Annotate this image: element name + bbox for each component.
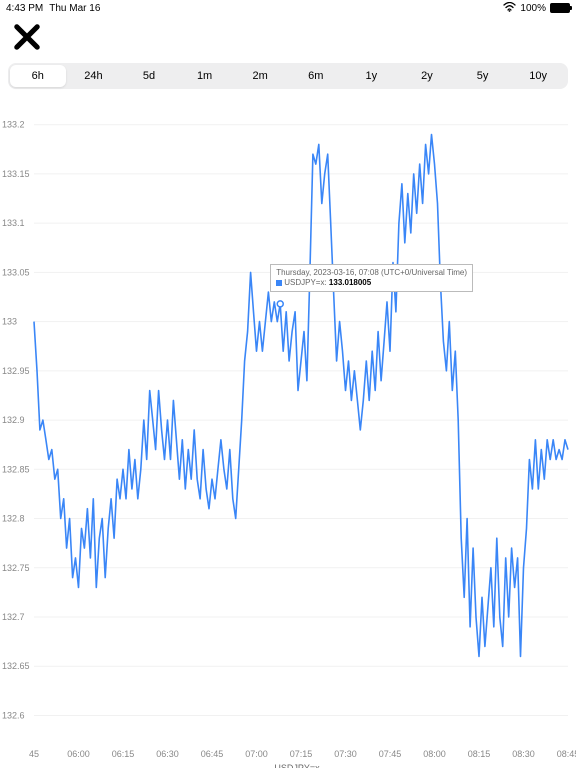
- svg-text:133.05: 133.05: [2, 267, 30, 277]
- close-icon[interactable]: [10, 41, 44, 58]
- svg-text:07:30: 07:30: [334, 749, 357, 759]
- svg-text:06:45: 06:45: [201, 749, 224, 759]
- battery-percent: 100%: [520, 3, 546, 14]
- status-time: 4:43 PM: [6, 3, 43, 14]
- timeframe-tab-24h[interactable]: 24h: [66, 65, 122, 87]
- svg-text:07:15: 07:15: [290, 749, 313, 759]
- svg-text:133.2: 133.2: [2, 120, 25, 130]
- status-bar: 4:43 PM Thu Mar 16 100%: [0, 0, 576, 16]
- svg-text:132.9: 132.9: [2, 415, 25, 425]
- svg-text:07:00: 07:00: [245, 749, 268, 759]
- timeframe-tab-1m[interactable]: 1m: [177, 65, 233, 87]
- svg-text:45: 45: [29, 749, 39, 759]
- svg-text:06:30: 06:30: [156, 749, 179, 759]
- battery-icon: [550, 3, 570, 13]
- svg-text:08:00: 08:00: [423, 749, 446, 759]
- svg-text:06:00: 06:00: [67, 749, 90, 759]
- svg-text:132.8: 132.8: [2, 514, 25, 524]
- svg-text:08:30: 08:30: [512, 749, 535, 759]
- svg-text:133: 133: [2, 317, 17, 327]
- timeframe-tab-2y[interactable]: 2y: [399, 65, 455, 87]
- svg-text:132.95: 132.95: [2, 366, 30, 376]
- wifi-icon: [503, 2, 516, 15]
- timeframe-tabs: 6h24h5d1m2m6m1y2y5y10y: [8, 63, 568, 89]
- svg-text:132.6: 132.6: [2, 710, 25, 720]
- timeframe-tab-6m[interactable]: 6m: [288, 65, 344, 87]
- timeframe-tab-2m[interactable]: 2m: [232, 65, 288, 87]
- svg-text:06:15: 06:15: [112, 749, 135, 759]
- svg-text:133.15: 133.15: [2, 169, 30, 179]
- svg-text:132.85: 132.85: [2, 464, 30, 474]
- svg-text:08:45: 08:45: [557, 749, 576, 759]
- svg-text:133.1: 133.1: [2, 218, 25, 228]
- legend-label: USDJPY=x: [274, 763, 319, 768]
- timeframe-tab-5y[interactable]: 5y: [455, 65, 511, 87]
- svg-text:132.65: 132.65: [2, 661, 30, 671]
- svg-text:07:45: 07:45: [379, 749, 402, 759]
- price-chart[interactable]: 132.6 132.65 132.7 132.75 132.8 132.85 132.9 13…: [0, 95, 576, 768]
- svg-text:132.75: 132.75: [2, 563, 30, 573]
- timeframe-tab-10y[interactable]: 10y: [510, 65, 566, 87]
- timeframe-tab-1y[interactable]: 1y: [344, 65, 400, 87]
- status-date: Thu Mar 16: [49, 3, 100, 14]
- svg-text:132.7: 132.7: [2, 612, 25, 622]
- chart-legend: USDJPY=x: [0, 763, 576, 768]
- timeframe-tab-5d[interactable]: 5d: [121, 65, 177, 87]
- timeframe-tab-6h[interactable]: 6h: [10, 65, 66, 87]
- svg-text:08:15: 08:15: [468, 749, 491, 759]
